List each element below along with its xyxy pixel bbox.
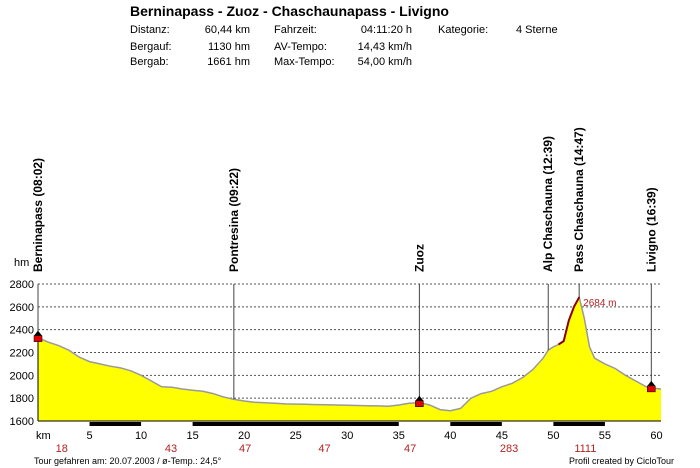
steep-climb-segment: [557, 296, 581, 346]
stat-max-speed-label: Max-Tempo:: [274, 56, 335, 68]
road-segment-bar: [450, 422, 502, 426]
place-marker-roof: [34, 330, 42, 336]
place-marker-roof: [415, 395, 424, 401]
y-tick-label: 2800: [10, 279, 34, 291]
y-tick-label: 1800: [10, 393, 34, 405]
stat-distance-value: 60,44 km: [204, 24, 250, 36]
y-axis-title: hm: [14, 257, 29, 269]
x-tick-label: 20: [238, 430, 250, 442]
elevation-area: [38, 297, 661, 421]
x-tick-label: 45: [496, 430, 508, 442]
gradient-label: 283: [500, 443, 518, 455]
place-marker: [415, 400, 424, 407]
x-tick-label: 15: [186, 430, 198, 442]
stat-avg-speed-value: 14,43 km/h: [357, 41, 412, 53]
waypoint-label: Livigno (16:39): [644, 187, 658, 272]
x-tick-label: 10: [135, 430, 147, 442]
x-axis-title: km: [36, 430, 51, 442]
chart-title: Berninapass - Zuoz - Chaschaunapass - Li…: [130, 3, 449, 19]
road-segment-bar: [89, 422, 142, 426]
stat-ascent-label: Bergauf:: [130, 41, 172, 53]
road-segment-bar: [192, 422, 399, 426]
waypoint-label: Pontresina (09:22): [227, 168, 241, 272]
road-segment-bar: [553, 422, 605, 426]
x-tick-label: 30: [341, 430, 353, 442]
waypoint-label: Alp Chaschauna (12:39): [541, 136, 555, 272]
stat-max-speed-value: 54,00 km/h: [357, 56, 412, 68]
y-tick-label: 2200: [10, 348, 34, 360]
waypoint-label: Pass Chaschauna (14:47): [572, 127, 586, 272]
y-tick-label: 2400: [10, 325, 34, 337]
place-marker-roof: [647, 380, 656, 386]
stat-time-value: 04:11:20 h: [360, 24, 412, 36]
place-marker: [33, 335, 43, 342]
waypoint-label: Zuoz: [412, 244, 426, 272]
x-tick-label: 25: [290, 430, 302, 442]
gradient-label: 47: [404, 443, 416, 455]
x-tick-label: 50: [547, 430, 559, 442]
stat-category-value: 4 Sterne: [516, 24, 558, 36]
gradient-label: 47: [239, 443, 251, 455]
gradient-label: 1111: [574, 443, 596, 455]
stat-descent-label: Bergab:: [130, 56, 169, 68]
waypoint-label: Berninapass (08:02): [31, 158, 45, 272]
gradient-label: 47: [318, 443, 330, 455]
tour-date-footer: Tour gefahren am: 20.07.2003 / ø-Temp.: …: [34, 456, 222, 466]
stat-avg-speed-label: AV-Tempo:: [274, 41, 327, 53]
max-elevation-label: 2684 m: [583, 298, 616, 309]
x-tick-label: 40: [444, 430, 456, 442]
y-tick-label: 2000: [10, 370, 34, 382]
stat-descent-value: 1661 hm: [207, 56, 250, 68]
y-tick-label: 2600: [10, 302, 34, 314]
y-tick-label: 1600: [10, 416, 34, 428]
stat-time-label: Fahrzeit:: [274, 24, 317, 36]
x-tick-label: 55: [599, 430, 611, 442]
x-tick-label: 5: [86, 430, 92, 442]
gradient-label: 43: [165, 443, 177, 455]
x-tick-label: 35: [393, 430, 405, 442]
stat-ascent-value: 1130 hm: [208, 41, 250, 53]
stat-category-label: Kategorie:: [438, 24, 489, 36]
x-tick-label: 60: [650, 430, 662, 442]
place-marker: [647, 385, 656, 393]
gradient-label: 18: [56, 443, 68, 455]
profile-credit-footer: Profil created by CicloTour: [568, 456, 674, 466]
stat-distance-label: Distanz:: [130, 24, 170, 36]
